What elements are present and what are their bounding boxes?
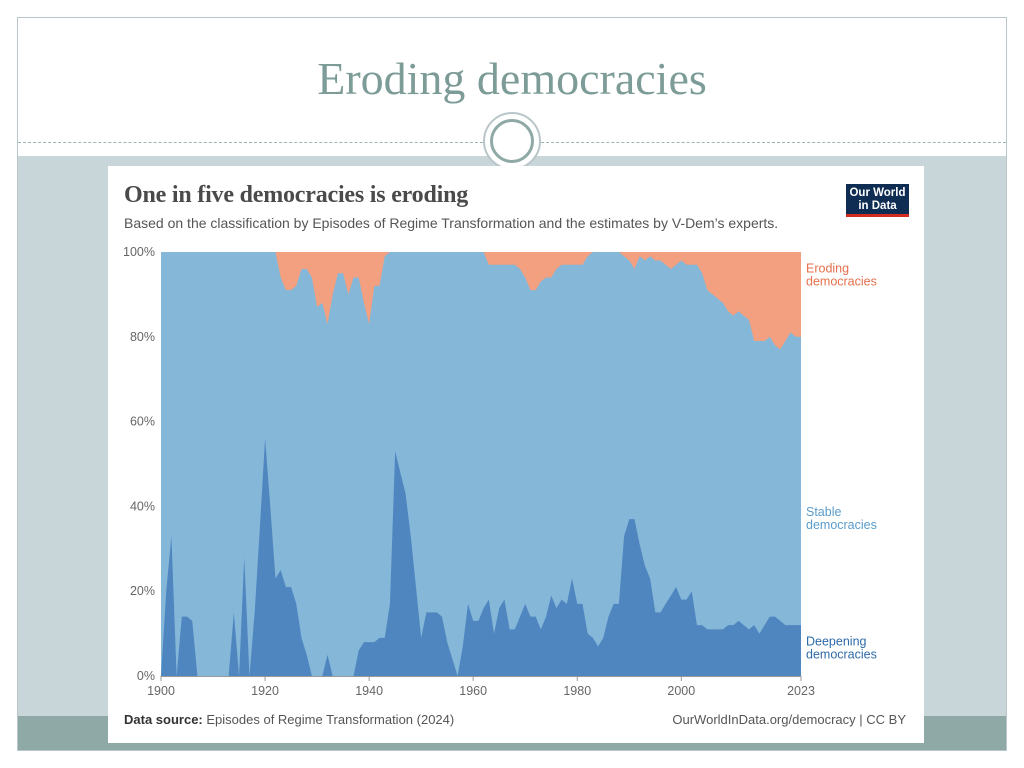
data-source: Data source: Episodes of Regime Transfor… [124, 712, 454, 727]
y-tick-label: 60% [130, 415, 155, 429]
owid-logo-line2: in Data [858, 200, 897, 212]
chart-title: One in five democracies is eroding [124, 182, 469, 208]
chart-areas [161, 252, 801, 676]
y-tick-label: 0% [137, 669, 155, 683]
legend-eroding-line: Eroding [806, 261, 849, 275]
data-source-label: Data source: [124, 712, 203, 727]
legend-stable-line: democracies [806, 518, 877, 532]
y-tick-label: 40% [130, 499, 155, 513]
circle-ornament-inner-icon [490, 119, 534, 163]
chart-legend: DeepeningdemocraciesStabledemocraciesEro… [806, 261, 877, 661]
x-tick-label: 1960 [459, 684, 487, 698]
y-tick-label: 20% [130, 584, 155, 598]
x-tick-label: 1980 [563, 684, 591, 698]
data-source-text: Episodes of Regime Transformation (2024) [206, 712, 455, 727]
x-tick-label: 2023 [787, 684, 815, 698]
x-tick-label: 2000 [667, 684, 695, 698]
chart-axes: 0% 20% 40% 60% 80% 100% 1900 1920 1940 1960 1980 20… [123, 245, 815, 698]
owid-link[interactable]: OurWorldInData.org/democracy | CC BY [672, 712, 906, 727]
area-deepening-democracies [161, 438, 801, 676]
legend-stable-line: Stable [806, 505, 841, 519]
x-tick-label: 1900 [147, 684, 175, 698]
y-tick-label: 100% [123, 245, 155, 259]
x-tick-label: 1940 [355, 684, 383, 698]
stacked-area-chart: 0% 20% 40% 60% 80% 100% 1900 1920 1940 1960 1980 20… [123, 245, 877, 698]
area-eroding-democracies [161, 252, 801, 350]
legend-deepening-line: Deepening [806, 635, 867, 649]
chart-subtitle: Based on the classification by Episodes … [124, 215, 779, 231]
legend-eroding-line: democracies [806, 274, 877, 288]
x-tick-label: 1920 [251, 684, 279, 698]
legend-deepening-line: democracies [806, 648, 877, 662]
title-divider-right [541, 142, 1006, 143]
owid-logo-line1: Our World [849, 187, 906, 199]
slide-title: Eroding democracies [317, 53, 707, 104]
chart-card: One in five democracies is eroding Based… [108, 166, 924, 743]
title-divider-left [18, 142, 483, 143]
slide-frame [17, 17, 1007, 751]
owid-logo[interactable]: Our World in Data [846, 184, 909, 217]
y-tick-label: 80% [130, 330, 155, 344]
